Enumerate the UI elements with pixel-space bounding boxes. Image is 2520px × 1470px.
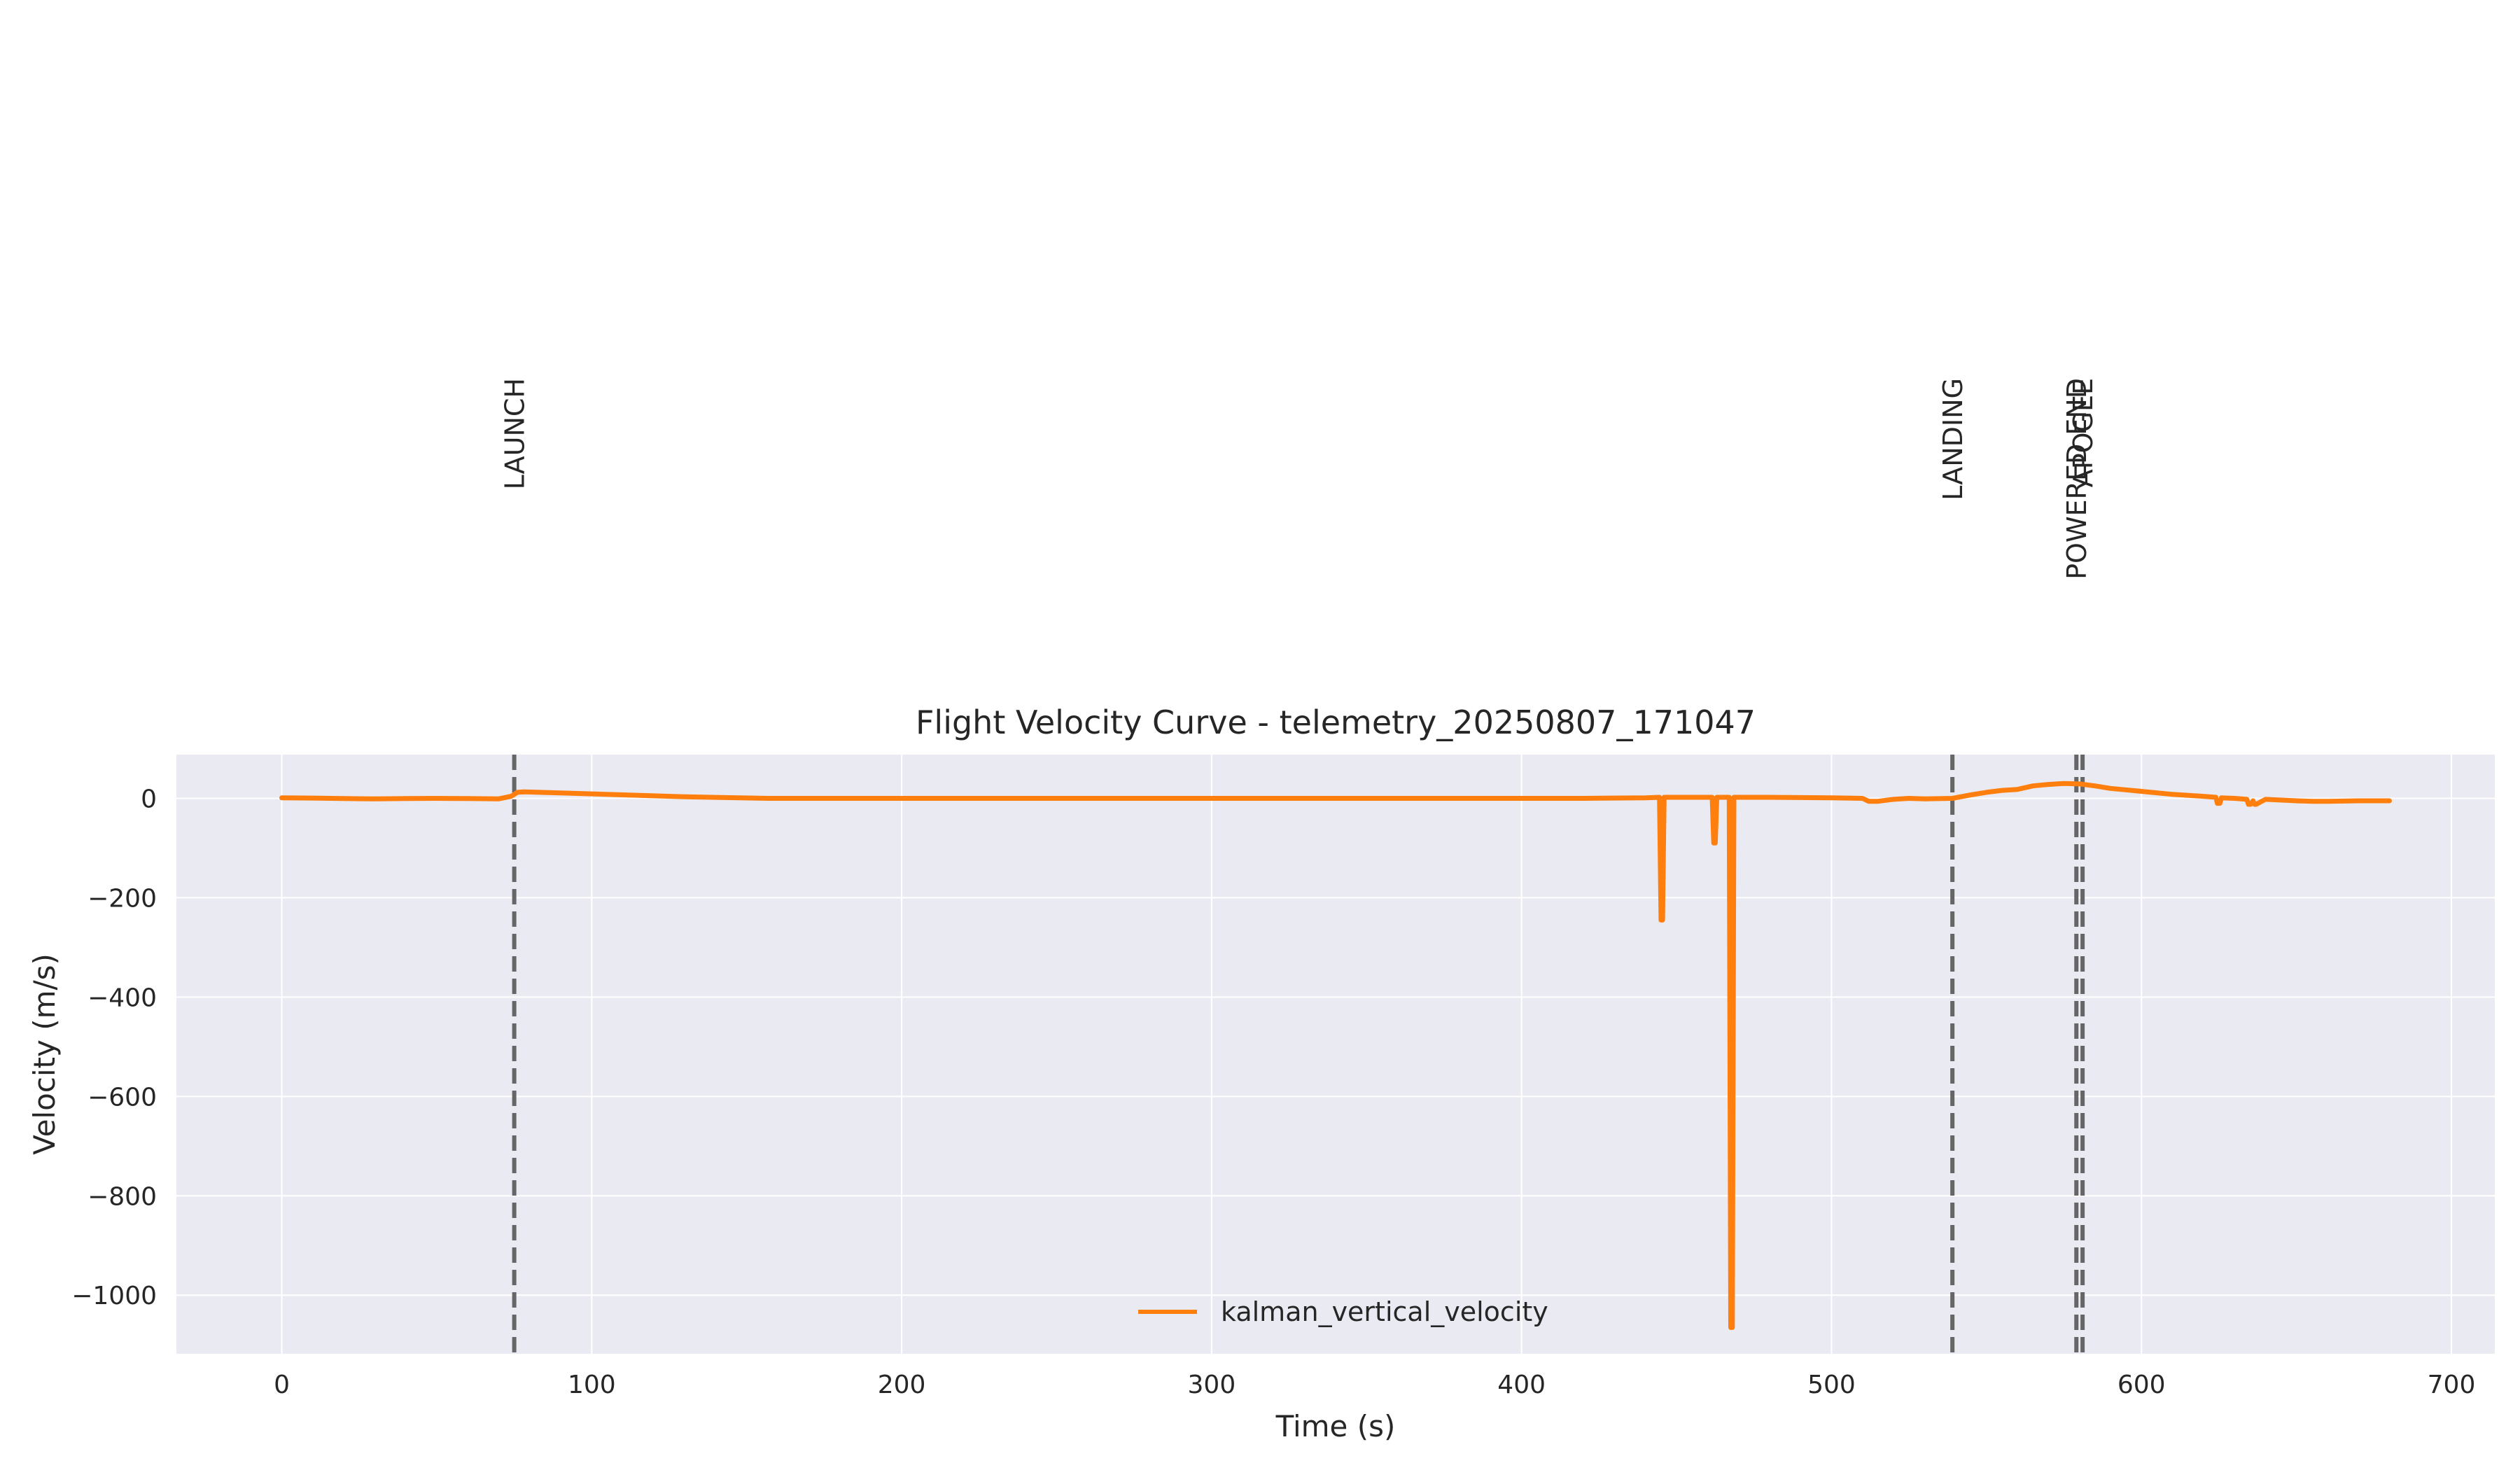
y-tick-label: −400 [88,983,157,1012]
y-tick-label: −200 [88,884,157,913]
x-tick-label: 700 [2428,1371,2476,1399]
legend: kalman_vertical_velocity [1138,1296,1548,1327]
y-axis-label: Velocity (m/s) [27,953,62,1155]
event-label: LAUNCH [500,378,531,489]
x-tick-label: 200 [878,1371,926,1399]
x-axis-label: Time (s) [1275,1409,1396,1443]
series-line [279,780,2392,1330]
x-tick-label: 400 [1497,1371,1546,1399]
x-tick-label: 100 [568,1371,616,1399]
x-tick-label: 0 [274,1371,290,1399]
x-tick-label: 600 [2118,1371,2166,1399]
event-label: LANDING [1938,378,1968,500]
grid [176,755,2495,1354]
event-label: POWERED END [2062,378,2092,580]
y-tick-label: 0 [141,785,157,813]
x-tick-label: 300 [1188,1371,1236,1399]
chart-title: Flight Velocity Curve - telemetry_202508… [916,704,1756,741]
tick-labels: 0 100 200 300 400 500 600 700 0 −200 −400 −600 −800 −… [71,785,2475,1399]
series-layer [279,780,2392,1330]
x-tick-label: 500 [1807,1371,1856,1399]
plot-area [176,755,2495,1354]
event-label: APOGEE [2068,378,2099,487]
legend-label: kalman_vertical_velocity [1221,1296,1548,1327]
y-tick-label: −1000 [71,1282,157,1310]
y-tick-label: −800 [88,1182,157,1211]
y-tick-label: −600 [88,1083,157,1112]
